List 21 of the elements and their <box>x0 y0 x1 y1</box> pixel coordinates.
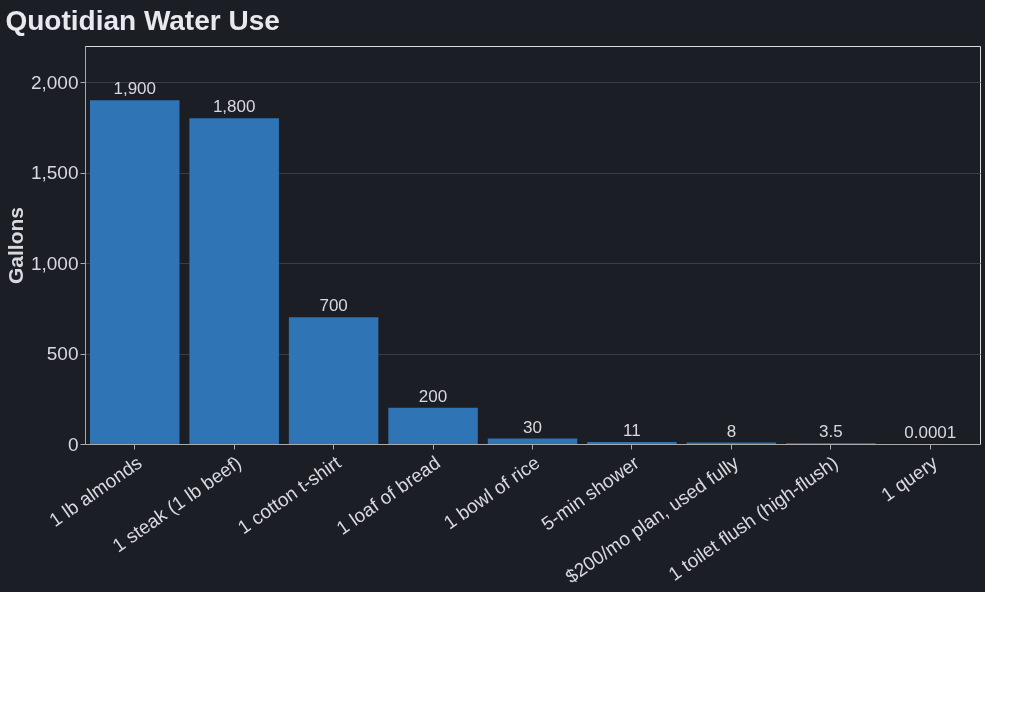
bar <box>189 118 279 444</box>
data-label: 30 <box>523 417 542 437</box>
bar <box>487 438 578 444</box>
bar <box>388 407 478 444</box>
y-tick-label: 500 <box>46 343 79 365</box>
data-label: 700 <box>319 296 348 316</box>
data-label: 11 <box>623 421 641 441</box>
data-label: 1,900 <box>113 79 156 99</box>
y-axis-title: Gallons <box>3 206 27 285</box>
chart-title: Quotidian Water Use <box>5 5 280 36</box>
bar <box>89 100 180 444</box>
y-tick-label: 1,000 <box>30 252 79 274</box>
data-label: 3.5 <box>819 422 843 442</box>
y-tick-label: 1,500 <box>30 162 79 184</box>
data-label: 0.0001 <box>904 423 957 442</box>
y-tick-label: 0 <box>67 433 79 455</box>
data-label: 1,800 <box>212 97 256 117</box>
y-tick-label: 2,000 <box>30 71 79 93</box>
data-label: 200 <box>418 386 448 406</box>
data-label: 8 <box>726 421 737 441</box>
bar <box>288 317 379 444</box>
